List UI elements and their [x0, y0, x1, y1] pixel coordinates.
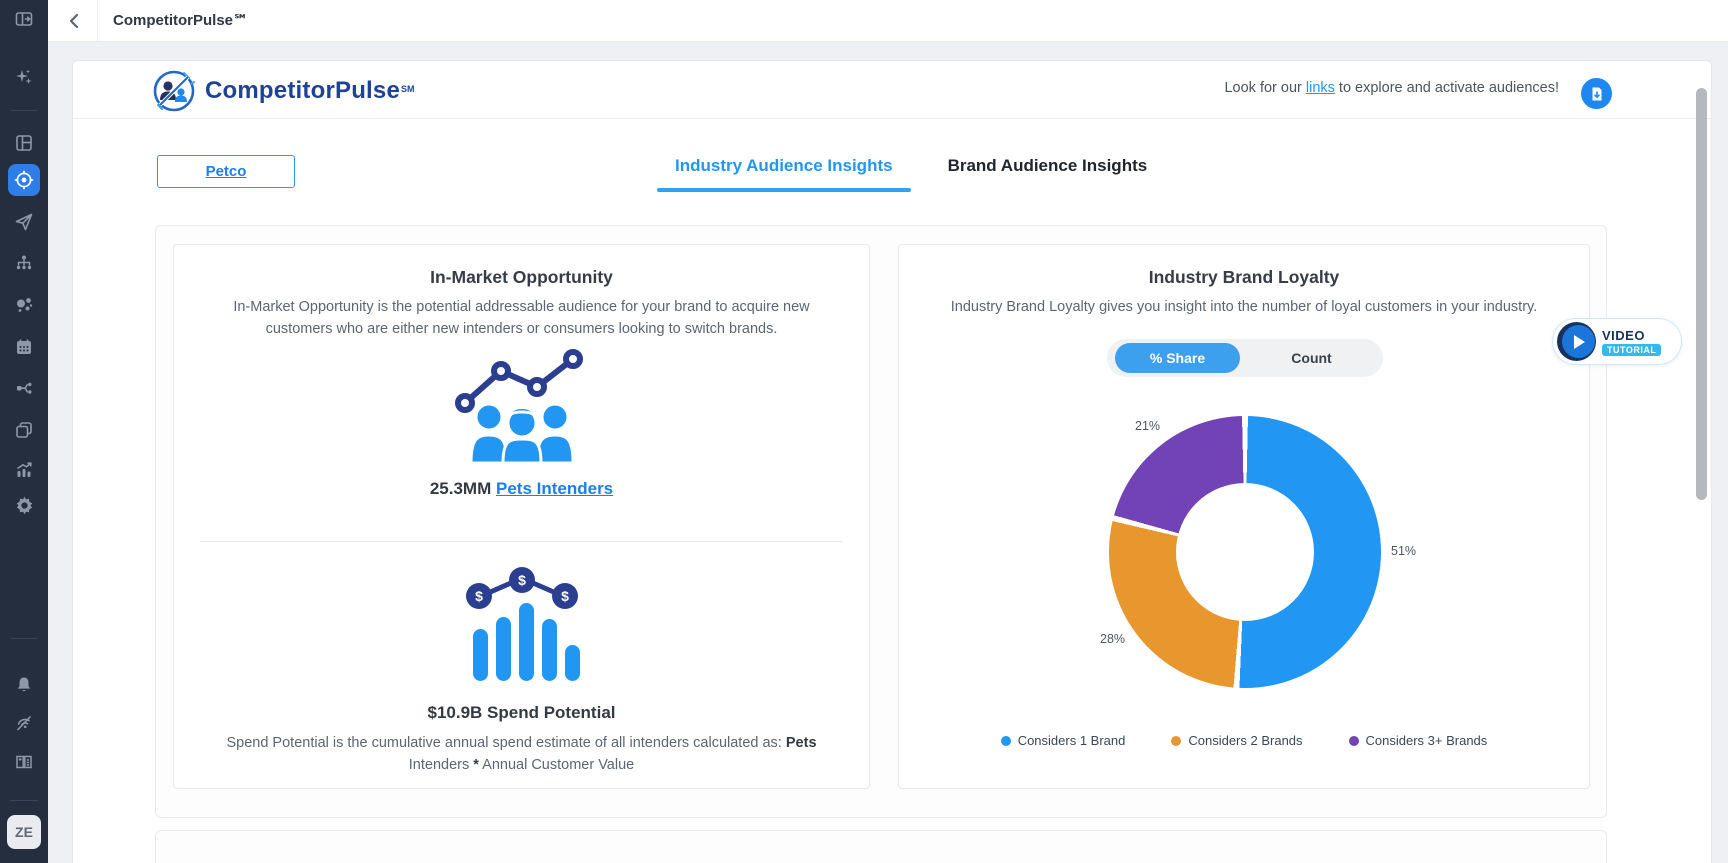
- header-note-prefix: Look for our: [1224, 80, 1306, 96]
- calendar-icon[interactable]: [0, 333, 48, 361]
- sidebar-divider: [10, 638, 38, 639]
- play-ring: [1557, 322, 1596, 361]
- sidebar-divider: [10, 800, 38, 801]
- links-link[interactable]: links: [1305, 80, 1335, 96]
- legend-dot-icon: [1000, 735, 1011, 746]
- sidebar-divider: [10, 110, 38, 111]
- toggle-count[interactable]: Count: [1291, 350, 1332, 366]
- send-campaign-icon[interactable]: [0, 208, 48, 236]
- donut-chart[interactable]: [1109, 416, 1381, 688]
- video-badge-line2: TUTORIAL: [1602, 343, 1662, 356]
- spend-desc-bold: *: [473, 756, 479, 773]
- logo-mark-icon: [153, 70, 195, 112]
- industry-brand-loyalty-card: Industry Brand Loyalty Industry Brand Lo…: [898, 244, 1590, 789]
- brand-loyalty-description: Industry Brand Loyalty gives you insight…: [950, 299, 1538, 315]
- audiences-icon[interactable]: [0, 291, 48, 319]
- main-panel: CompetitorPulseSM Look for our links to …: [72, 60, 1712, 863]
- tab-bar: Industry Audience Insights Brand Audienc…: [657, 156, 1156, 192]
- settings-icon[interactable]: [0, 491, 48, 519]
- library-icon[interactable]: [0, 748, 48, 776]
- pets-intenders-link[interactable]: Pets Intenders: [495, 479, 614, 498]
- in-market-opportunity-card: In-Market Opportunity In-Market Opportun…: [173, 244, 870, 789]
- toggle-percent-share[interactable]: % Share: [1115, 343, 1240, 373]
- legend-item[interactable]: Considers 2 Brands: [1171, 733, 1303, 748]
- audience-growth-icon: [174, 341, 869, 463]
- hierarchy-icon[interactable]: [0, 249, 48, 277]
- topbar-separator: [97, 0, 98, 42]
- brand-selector-petco[interactable]: Petco: [157, 155, 295, 188]
- legend-dot-icon: [1171, 735, 1182, 746]
- play-button-icon: [1561, 325, 1595, 358]
- spend-stat: $10.9B Spend Potential: [427, 703, 616, 722]
- back-button[interactable]: [62, 8, 88, 34]
- in-market-title: In-Market Opportunity: [430, 267, 613, 287]
- svg-text:$: $: [518, 572, 526, 588]
- competitorpulse-logo: CompetitorPulseSM: [151, 68, 415, 114]
- video-tutorial-badge[interactable]: VIDEO TUTORIAL: [1552, 318, 1682, 365]
- logo-text: CompetitorPulse: [205, 77, 401, 104]
- slice-label-21: 21%: [1135, 419, 1161, 433]
- in-market-description: In-Market Opportunity is the potential a…: [233, 299, 810, 337]
- video-badge-line1: VIDEO: [1602, 327, 1645, 343]
- svg-text:$: $: [561, 588, 569, 604]
- spend-desc-part: Intenders: [408, 756, 474, 773]
- notifications-icon[interactable]: [0, 671, 48, 699]
- legend-label: Considers 3+ Brands: [1365, 733, 1488, 748]
- intenders-stat: 25.3MM Pets Intenders: [174, 479, 869, 499]
- header-note: Look for our links to explore and activa…: [1224, 80, 1559, 96]
- spend-desc-part: Spend Potential is the cumulative annual…: [226, 735, 786, 751]
- ai-sparkles-icon[interactable]: [0, 63, 48, 91]
- collections-icon[interactable]: [0, 416, 48, 444]
- legend-item[interactable]: Considers 1 Brand: [1000, 733, 1126, 748]
- slice-label-51: 51%: [1391, 544, 1417, 558]
- legend-dot-icon: [1348, 735, 1359, 746]
- legend-item[interactable]: Considers 3+ Brands: [1348, 733, 1488, 748]
- journey-icon[interactable]: [0, 374, 48, 402]
- spend-desc-part: Annual Customer Value: [478, 756, 635, 773]
- legend-label: Considers 1 Brand: [1017, 733, 1126, 748]
- card-divider: [200, 541, 843, 542]
- chart-legend: Considers 1 Brand Considers 2 Brands Consi…: [899, 733, 1589, 748]
- spend-potential-icon: $ $ $: [174, 563, 869, 683]
- next-section-peek: [155, 830, 1607, 863]
- tab-industry-audience-insights[interactable]: Industry Audience Insights: [657, 156, 911, 192]
- file-download-icon: [1592, 87, 1601, 100]
- top-bar: CompetitorPulse℠: [48, 0, 1728, 42]
- user-avatar[interactable]: ZE: [7, 815, 41, 849]
- brand-selector-label: Petco: [205, 163, 247, 180]
- legend-label: Considers 2 Brands: [1188, 733, 1303, 748]
- panel-toggle-icon[interactable]: [0, 5, 48, 33]
- dashboard-icon[interactable]: [0, 129, 48, 157]
- vertical-scrollbar-thumb[interactable]: [1696, 88, 1707, 500]
- brand-loyalty-title: Industry Brand Loyalty: [1148, 267, 1340, 287]
- download-report-button[interactable]: [1581, 78, 1612, 109]
- insights-section: In-Market Opportunity In-Market Opportun…: [155, 225, 1607, 818]
- svg-text:$: $: [475, 588, 483, 604]
- audience-target-icon[interactable]: [8, 164, 40, 196]
- broadcast-icon[interactable]: [0, 709, 48, 737]
- spend-desc-bold: Pets: [785, 735, 817, 751]
- chevron-left-icon: [69, 13, 79, 29]
- logo-sm-mark: SM: [401, 83, 415, 94]
- panel-header: CompetitorPulseSM Look for our links to …: [73, 61, 1711, 119]
- spend-description: Spend Potential is the cumulative annual…: [222, 733, 822, 777]
- share-count-toggle: % Share Count: [1107, 339, 1383, 377]
- header-note-suffix: to explore and activate audiences!: [1334, 80, 1559, 96]
- tab-brand-audience-insights[interactable]: Brand Audience Insights: [947, 156, 1148, 175]
- slice-label-28: 28%: [1100, 632, 1126, 646]
- page-title: CompetitorPulse℠: [113, 12, 249, 29]
- intenders-value: 25.3MM: [429, 479, 496, 498]
- left-sidebar: ZE: [0, 0, 48, 863]
- analytics-icon[interactable]: [0, 456, 48, 484]
